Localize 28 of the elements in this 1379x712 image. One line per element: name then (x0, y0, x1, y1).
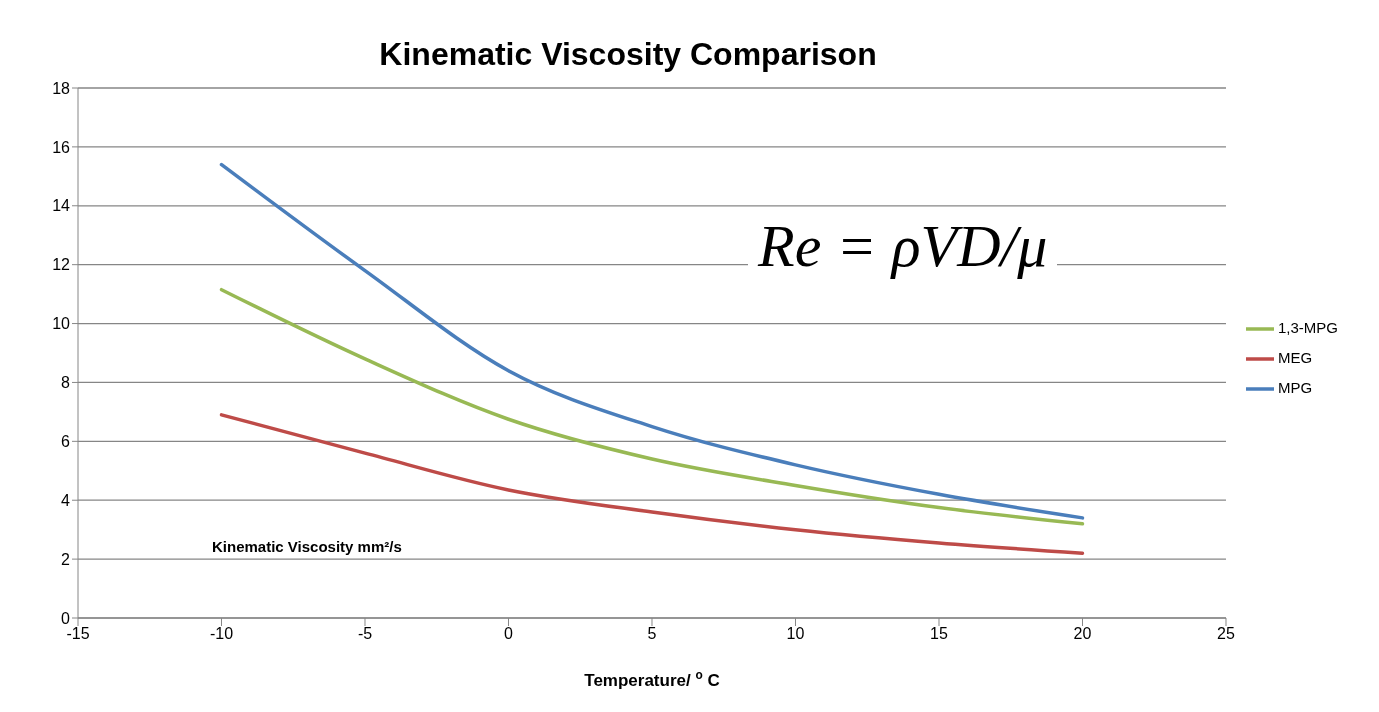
annotation: Re = ρVD/μ (758, 212, 1048, 281)
legend-label: MPG (1277, 379, 1313, 397)
x-tick-label: 20 (1073, 625, 1092, 643)
legend-label: 1,3-MPG (1277, 318, 1338, 336)
x-tick-label: -10 (209, 625, 234, 643)
y-tick-label: 8 (61, 374, 71, 392)
y-tick-label: 14 (52, 197, 71, 215)
x-tick-label: -15 (66, 625, 90, 643)
y-tick-label: 0 (61, 609, 71, 627)
x-tick-label: 15 (930, 625, 948, 643)
y-tick-label: 10 (52, 315, 71, 333)
x-tick-label: -5 (357, 625, 373, 643)
y-tick-label: 12 (52, 256, 71, 274)
line-series (219, 287, 1085, 526)
y-tick-label: 16 (52, 138, 71, 156)
x-tick-label: 25 (1217, 625, 1235, 643)
legend-label: MEG (1277, 348, 1313, 366)
y-tick-label: 18 (52, 79, 71, 97)
y-tick-label: 6 (61, 433, 71, 451)
y-tick-label: 4 (61, 491, 71, 509)
x-tick-label: 0 (504, 625, 514, 643)
line-series (219, 162, 1085, 520)
x-axis-title: Temperature/ $^{o}$ C (584, 668, 720, 690)
x-tick-label: 10 (786, 625, 805, 643)
y-axis-title: Kinematic Viscosity mm²/s (208, 538, 406, 555)
y-tick-label: 2 (61, 550, 71, 568)
chart-title: Kinematic Viscosity Comparison (378, 36, 878, 73)
x-tick-label: 5 (647, 625, 657, 643)
